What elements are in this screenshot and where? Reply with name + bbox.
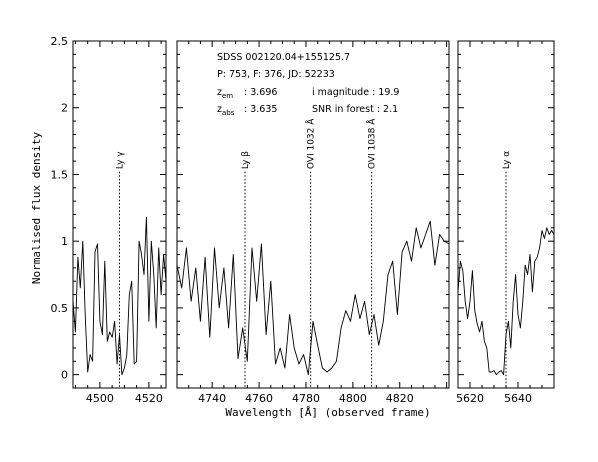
spectrum-panels: 0 0.5 1 1.5 2 2.5 4500 4520 Ly γ 4740 4760 4780 4800… bbox=[51, 35, 555, 405]
line-marker-label: Ly α bbox=[502, 151, 512, 169]
x-tick-label: 4800 bbox=[339, 392, 367, 405]
z-emission-sub: em bbox=[222, 92, 233, 100]
y-axis-label: Normalised flux density bbox=[30, 131, 43, 284]
x-tick-label: 4520 bbox=[135, 392, 163, 405]
x-tick-label: 5620 bbox=[456, 392, 484, 405]
panel-2: 4740 4760 4780 4800 4820 Ly β OVI 1032 Å OVI 10… bbox=[176, 40, 450, 405]
spectrum-trace bbox=[72, 216, 167, 376]
y-tick-label: 2.5 bbox=[51, 35, 69, 48]
z-absorption-value: : 3.635 bbox=[244, 104, 277, 115]
snr-forest: SNR in forest : 2.1 bbox=[312, 104, 398, 115]
i-magnitude: i magnitude : 19.9 bbox=[312, 87, 399, 98]
x-tick-label: 5640 bbox=[504, 392, 532, 405]
panel-1: 0 0.5 1 1.5 2 2.5 4500 4520 Ly γ bbox=[51, 35, 167, 405]
x-tick-label: 4820 bbox=[386, 392, 414, 405]
y-tick-label: 2 bbox=[61, 102, 68, 115]
z-absorption: zabs : 3.635 bbox=[217, 104, 277, 117]
z-emission-value: : 3.696 bbox=[244, 87, 277, 98]
x-axis-label: Wavelength [Å] (observed frame) bbox=[225, 406, 430, 419]
y-tick-label: 1.5 bbox=[51, 168, 69, 181]
line-marker-label: OVI 1038 Å bbox=[366, 118, 378, 169]
spectrum-trace bbox=[457, 227, 555, 376]
spectrum-trace bbox=[176, 220, 450, 376]
x-tick-label: 4740 bbox=[198, 392, 226, 405]
y-tick-label: 0 bbox=[61, 369, 68, 382]
line-marker-label: Ly β bbox=[241, 151, 251, 169]
object-name: SDSS 002120.04+155125.7 bbox=[217, 52, 350, 63]
x-tick-label: 4780 bbox=[292, 392, 320, 405]
y-tick-label: 1 bbox=[61, 235, 68, 248]
x-tick-label: 4500 bbox=[86, 392, 114, 405]
z-absorption-label: z bbox=[217, 104, 222, 115]
line-marker-label: Ly γ bbox=[116, 151, 126, 169]
y-tick-label: 0.5 bbox=[51, 302, 69, 315]
info-block: SDSS 002120.04+155125.7 P: 753, F: 376, … bbox=[217, 52, 399, 117]
line-marker-label: OVI 1032 Å bbox=[305, 118, 317, 169]
panel-3: 5620 5640 Ly α bbox=[456, 40, 555, 405]
z-emission: zem : 3.696 bbox=[217, 87, 277, 100]
z-absorption-sub: abs bbox=[222, 109, 235, 117]
z-emission-label: z bbox=[217, 87, 222, 98]
x-tick-label: 4760 bbox=[245, 392, 273, 405]
plate-info: P: 753, F: 376, JD: 52233 bbox=[217, 69, 335, 80]
